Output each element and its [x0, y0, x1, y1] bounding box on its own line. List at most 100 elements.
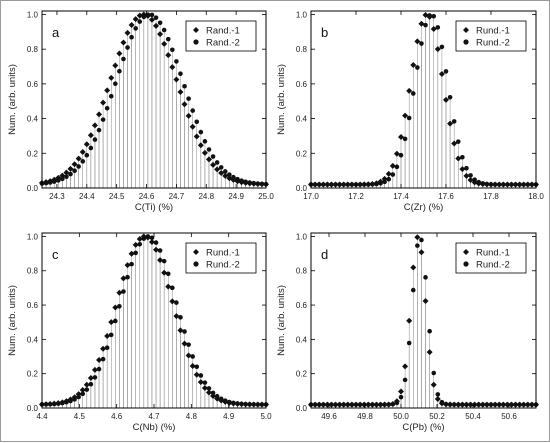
- data-point-diamond: [108, 74, 115, 81]
- data-point-circle: [247, 180, 253, 185]
- legend-marker-circle: [463, 39, 469, 45]
- data-point-circle: [117, 303, 122, 309]
- x-tick-label: 24.4: [79, 192, 95, 201]
- x-tick-label: 4.8: [186, 412, 198, 421]
- data-point-circle: [361, 402, 367, 407]
- legend-entry: Rand.-1: [206, 26, 240, 37]
- data-point-diamond: [75, 155, 82, 162]
- data-point-circle: [113, 81, 118, 87]
- data-point-circle: [149, 235, 155, 241]
- x-tick-label: 17.2: [348, 192, 364, 201]
- data-point-circle: [525, 182, 531, 187]
- x-axis-label: C(Nb) (%): [133, 422, 176, 433]
- data-point-circle: [64, 174, 69, 180]
- data-point-circle: [325, 402, 330, 407]
- data-point-circle: [92, 137, 98, 142]
- data-point-diamond: [185, 352, 192, 359]
- data-point-diamond: [177, 327, 184, 334]
- x-tick-label: 50.0: [393, 412, 409, 421]
- data-point-circle: [141, 236, 147, 241]
- data-point-diamond: [418, 20, 425, 27]
- data-point-circle: [137, 241, 143, 247]
- data-point-circle: [108, 93, 114, 99]
- data-point-circle: [476, 402, 482, 407]
- data-point-circle: [349, 182, 355, 187]
- data-point-circle: [435, 392, 441, 397]
- data-point-circle: [333, 402, 338, 407]
- data-point-circle: [133, 250, 138, 256]
- data-point-diamond: [430, 381, 437, 388]
- data-point-circle: [68, 398, 73, 404]
- data-point-diamond: [451, 140, 458, 147]
- data-point-diamond: [222, 172, 229, 179]
- data-point-circle: [84, 152, 90, 158]
- y-axis-label: Num. (arb. units): [7, 285, 18, 356]
- data-point-diamond: [197, 379, 204, 386]
- legend-box: [455, 242, 527, 274]
- data-point-circle: [316, 182, 322, 187]
- data-point-diamond: [67, 165, 74, 172]
- data-point-circle: [525, 402, 531, 407]
- data-point-circle: [329, 182, 334, 187]
- data-point-diamond: [393, 150, 400, 157]
- data-point-circle: [125, 45, 130, 50]
- x-tick-label: 49.6: [321, 412, 337, 421]
- data-point-circle: [394, 164, 400, 170]
- data-point-circle: [521, 402, 527, 407]
- legend-box: [185, 20, 257, 52]
- data-point-diamond: [181, 340, 188, 347]
- x-axis: 17.0 17.2 17.4 17.6 17.8 18.0: [303, 11, 544, 201]
- data-point-circle: [455, 139, 461, 144]
- data-point-circle: [431, 370, 437, 376]
- data-point-circle: [312, 182, 318, 187]
- x-tick-label: 4.4: [36, 412, 48, 421]
- data-point-diamond: [389, 162, 396, 169]
- legend-entry: Rund.-2: [476, 260, 510, 271]
- data-point-diamond: [181, 101, 188, 108]
- data-point-circle: [337, 182, 342, 187]
- data-point-diamond: [177, 89, 184, 96]
- data-point-circle: [100, 117, 106, 122]
- data-point-circle: [104, 105, 110, 111]
- data-point-circle: [353, 402, 359, 407]
- data-point-circle: [517, 402, 522, 407]
- x-axis-label: C(Pb) (%): [402, 422, 444, 433]
- data-point-diamond: [173, 76, 180, 83]
- data-point-circle: [406, 340, 412, 346]
- data-point-diamond: [116, 50, 123, 57]
- data-point-circle: [325, 182, 330, 187]
- data-point-circle: [190, 354, 195, 359]
- y-tick-label: 0.4: [296, 335, 308, 344]
- data-point-diamond: [91, 122, 98, 129]
- data-point-circle: [398, 152, 404, 158]
- y-tick-label: 1.0: [27, 10, 39, 19]
- data-point-diamond: [459, 166, 466, 173]
- data-point-circle: [451, 119, 457, 124]
- legend-box: [455, 20, 527, 52]
- data-point-diamond: [161, 269, 168, 276]
- data-point-circle: [60, 400, 65, 406]
- data-point-diamond: [434, 46, 441, 53]
- data-point-circle: [72, 168, 77, 173]
- data-point-circle: [415, 65, 420, 70]
- data-point-circle: [174, 59, 179, 64]
- data-point-circle: [80, 391, 86, 397]
- data-point-circle: [316, 402, 322, 407]
- data-point-circle: [174, 300, 179, 305]
- y-axis-label: Num. (arb. units): [276, 285, 287, 356]
- data-point-circle: [468, 402, 473, 407]
- data-point-diamond: [402, 112, 409, 119]
- y-tick-label: 0.0: [296, 184, 308, 193]
- data-point-diamond: [189, 362, 196, 369]
- data-point-circle: [251, 180, 257, 186]
- data-point-diamond: [455, 155, 462, 162]
- chart-panel-d: 49.6 49.8 50.0 50.2 50.4 50.6 0.0 0.2 0.4 0.6 0.8 1…: [276, 232, 539, 433]
- data-point-diamond: [418, 249, 425, 256]
- data-point-circle: [415, 243, 420, 248]
- data-point-circle: [529, 182, 535, 187]
- x-tick-label: 50.4: [465, 412, 481, 421]
- y-tick-label: 0.4: [296, 115, 308, 124]
- data-point-circle: [104, 345, 110, 351]
- data-point-circle: [488, 402, 494, 407]
